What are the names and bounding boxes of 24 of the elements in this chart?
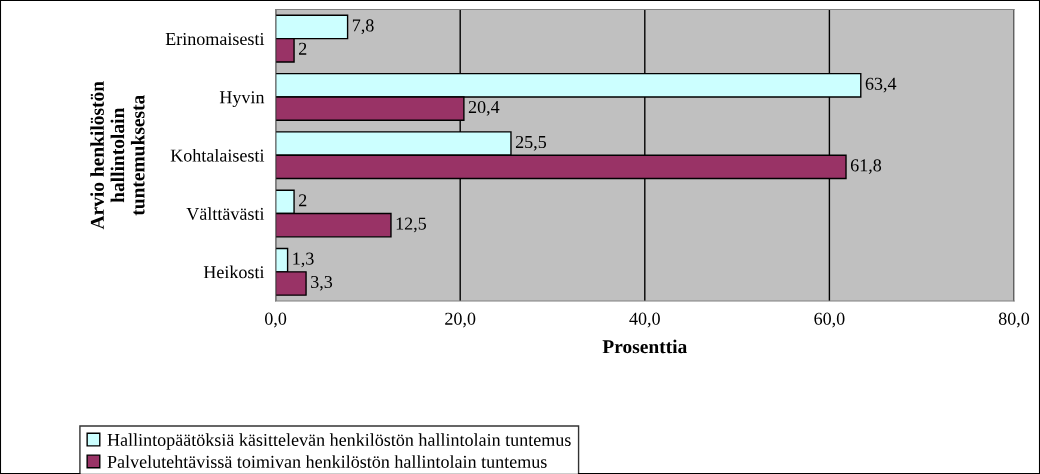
x-tick-label: 40,0 (629, 312, 660, 328)
x-tick-label: 0,0 (265, 312, 287, 328)
data-label: 12,5 (396, 217, 427, 233)
data-label: 2 (299, 42, 307, 55)
y-tick-label: Hyvin (219, 91, 265, 108)
data-label: 7,8 (352, 19, 374, 35)
legend-label: Palvelutehtävissä toimivan henkilöstön hallintolain tuntemus (107, 455, 547, 468)
data-label: 1,3 (293, 252, 314, 268)
y-axis-title: Arvio henkilöstön hallintolain tuntemuksesta (90, 81, 145, 230)
x-tick-label: 60,0 (814, 312, 845, 328)
data-label: 63,4 (865, 77, 897, 93)
x-tick-label: 80,0 (998, 312, 1030, 328)
y-tick-label: Kohtalaisesti (170, 148, 265, 162)
data-label: 3,3 (311, 275, 333, 291)
legend-label: Hallintopäätöksiä käsittelevän henkilöstön hallintolain tuntemus (107, 433, 571, 450)
x-axis-title: Prosenttia (602, 339, 687, 354)
x-tick-label: 20,0 (445, 312, 476, 328)
y-tick-label: Heikosti (203, 265, 265, 279)
data-label: 20,4 (468, 100, 500, 116)
data-label: 25,5 (515, 135, 547, 151)
y-tick-label: Välttävästi (186, 207, 265, 221)
y-tick-label: Erinomaisesti (165, 32, 265, 46)
data-label: 61,8 (850, 159, 882, 175)
data-label: 2 (299, 194, 307, 207)
